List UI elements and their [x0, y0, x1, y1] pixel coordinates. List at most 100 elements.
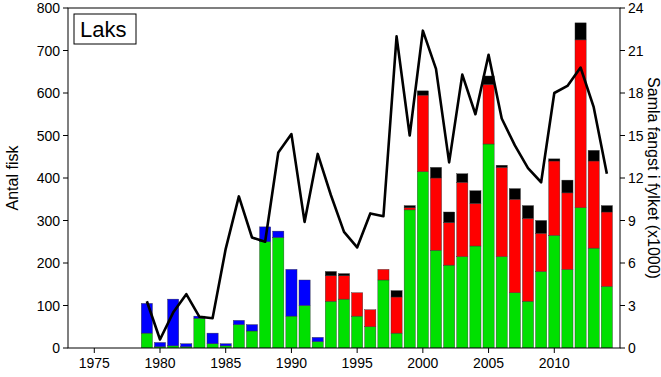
- x-tick: [422, 348, 423, 353]
- y2-tick-label: 6: [628, 255, 636, 271]
- bar-segment: [141, 303, 152, 333]
- bar-segment: [417, 90, 428, 91]
- y-tick: [63, 305, 68, 306]
- y-tick-label: 100: [37, 298, 61, 314]
- bar-segment: [404, 208, 415, 210]
- y2-tick-label: 21: [628, 43, 644, 59]
- bar-segment: [522, 206, 533, 219]
- bar-segment: [246, 331, 257, 348]
- bar-segment: [378, 269, 389, 270]
- x-tick: [554, 348, 555, 353]
- bar-segment: [496, 165, 507, 167]
- y-tick-label: 700: [37, 43, 61, 59]
- bar-segment: [325, 272, 336, 276]
- bar-segment: [378, 269, 389, 270]
- x-tick: [160, 348, 161, 353]
- bar-segment: [352, 292, 363, 293]
- bar-segment: [273, 231, 284, 237]
- bar-segment: [470, 191, 481, 204]
- bar-segment: [575, 23, 586, 40]
- x-tick-label: 1980: [144, 355, 175, 371]
- bar-segment: [444, 212, 455, 213]
- bar-segment: [299, 280, 310, 306]
- bar-segment: [496, 165, 507, 166]
- bar-segment: [207, 333, 218, 344]
- bar-segment: [378, 280, 389, 348]
- bar-segment: [365, 309, 376, 310]
- x-tick: [291, 348, 292, 353]
- bar-segment: [470, 246, 481, 348]
- y2-tick: [620, 135, 625, 136]
- bar-segment: [365, 327, 376, 348]
- bar-segment: [549, 158, 560, 159]
- y2-tick-label: 0: [628, 340, 636, 356]
- bar-segment: [260, 242, 271, 348]
- bar-segment: [562, 193, 573, 270]
- y-tick-label: 600: [37, 85, 61, 101]
- bar-segment: [338, 299, 349, 348]
- bar-segment: [299, 306, 310, 349]
- y2-tick-label: 24: [628, 0, 644, 16]
- y-tick-label: 0: [52, 340, 60, 356]
- bar-segment: [562, 269, 573, 348]
- bar-segment: [588, 150, 599, 151]
- y-tick-label: 400: [37, 170, 61, 186]
- y-tick: [63, 93, 68, 94]
- bar-segment: [246, 325, 257, 331]
- bar-segment: [588, 150, 599, 161]
- bar-segment: [430, 250, 441, 348]
- bar-segment: [181, 344, 192, 347]
- bar-segment: [286, 269, 297, 316]
- line-series: [147, 31, 607, 340]
- y-tick: [63, 263, 68, 264]
- y-tick: [63, 178, 68, 179]
- bar-segment: [536, 233, 547, 271]
- y2-tick: [620, 8, 625, 9]
- bar-segment: [601, 206, 612, 212]
- bar-segment: [430, 167, 441, 178]
- y2-tick: [620, 305, 625, 306]
- bar-segment: [365, 310, 376, 327]
- bar-segment: [549, 235, 560, 348]
- bar-segment: [312, 337, 323, 341]
- bar-segment: [536, 221, 547, 234]
- x-tick-label: 2010: [539, 355, 570, 371]
- y-tick: [63, 8, 68, 9]
- bar-segment: [562, 180, 573, 193]
- bar-segment: [536, 272, 547, 349]
- title-box: [74, 14, 136, 44]
- bar-segment: [483, 85, 494, 145]
- bar-segment: [338, 273, 349, 274]
- bar-segment: [430, 167, 441, 168]
- y-tick: [63, 348, 68, 349]
- y-tick-label: 800: [37, 0, 61, 16]
- title: Laks: [80, 17, 126, 42]
- bar-segment: [391, 290, 402, 291]
- bar-segment: [417, 91, 428, 95]
- bar-segment: [325, 271, 336, 272]
- bar-segment: [549, 161, 560, 235]
- bar-segment: [312, 342, 323, 348]
- bar-segment: [233, 325, 244, 348]
- marks: [141, 23, 612, 348]
- x-tick-label: 2005: [473, 355, 504, 371]
- bar-segment: [522, 301, 533, 348]
- y2-tick: [620, 50, 625, 51]
- bar-segment: [444, 265, 455, 348]
- bar-segment: [575, 40, 586, 208]
- bar-segment: [417, 95, 428, 172]
- x-tick-label: 1990: [276, 355, 307, 371]
- bar-segment: [601, 205, 612, 206]
- bar-segment: [483, 144, 494, 348]
- bar-segment: [457, 174, 468, 183]
- bar-segment: [352, 292, 363, 293]
- bar-segment: [522, 205, 533, 206]
- bar-segment: [509, 189, 520, 200]
- bar-segment: [457, 182, 468, 256]
- bar-segment: [444, 212, 455, 223]
- y2-tick: [620, 263, 625, 264]
- bar-segment: [562, 180, 573, 181]
- bar-segment: [417, 172, 428, 348]
- x-tick-label: 1995: [342, 355, 373, 371]
- chart: 0100200300400500600700800036912151821241…: [0, 0, 661, 377]
